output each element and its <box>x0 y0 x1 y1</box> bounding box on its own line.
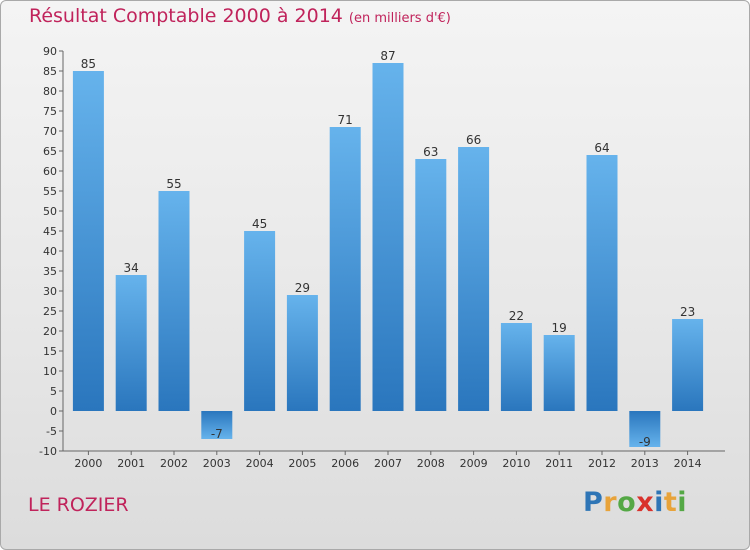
bar-value-label: 34 <box>124 261 139 275</box>
x-tick-label: 2008 <box>417 457 445 470</box>
bar-value-label: 87 <box>380 49 395 63</box>
logo-letter: x <box>636 487 655 518</box>
y-tick-label: 25 <box>43 305 57 318</box>
logo-letter: P <box>583 487 604 518</box>
x-tick-label: 2002 <box>160 457 188 470</box>
y-tick-label: -10 <box>39 445 57 458</box>
x-tick-label: 2010 <box>502 457 530 470</box>
bar-value-label: -9 <box>639 435 651 449</box>
x-tick-label: 2004 <box>246 457 274 470</box>
commune-name: LE ROZIER <box>28 494 129 516</box>
x-tick-label: 2013 <box>631 457 659 470</box>
y-tick-label: 55 <box>43 185 57 198</box>
y-tick-label: 65 <box>43 145 57 158</box>
bar <box>244 231 276 411</box>
y-tick-label: 30 <box>43 285 57 298</box>
y-tick-label: 20 <box>43 325 57 338</box>
logo-letter: r <box>603 487 618 518</box>
x-tick-label: 2009 <box>460 457 488 470</box>
y-tick-label: -5 <box>46 425 57 438</box>
logo-letter: o <box>617 487 637 518</box>
bar <box>329 127 361 411</box>
y-tick-label: 35 <box>43 265 57 278</box>
x-tick-label: 2012 <box>588 457 616 470</box>
y-tick-label: 70 <box>43 125 57 138</box>
bar-value-label: 45 <box>252 217 267 231</box>
y-tick-label: 50 <box>43 205 57 218</box>
logo-letter: t <box>663 487 678 518</box>
bar <box>629 411 661 447</box>
chart-axes: -10 -5 0 5 10 15 20 25 30 35 40 45 50 55 60 65 70 75 80 85 9… <box>39 45 725 470</box>
logo-letter: i <box>654 487 664 518</box>
bar <box>115 275 147 411</box>
y-tick-label: 85 <box>43 65 57 78</box>
bar-value-label: 71 <box>338 113 353 127</box>
y-tick-label: 40 <box>43 245 57 258</box>
y-tick-label: 60 <box>43 165 57 178</box>
bar <box>458 147 490 411</box>
bar-value-label: 19 <box>552 321 567 335</box>
bar <box>72 71 104 411</box>
bar <box>158 191 190 411</box>
bar-value-label: 55 <box>166 177 181 191</box>
y-tick-label: 75 <box>43 105 57 118</box>
x-tick-label: 2005 <box>288 457 316 470</box>
proxiti-logo[interactable]: Proxiti <box>583 487 687 518</box>
x-tick-label: 2014 <box>674 457 702 470</box>
x-tick-label: 2003 <box>203 457 231 470</box>
bar <box>672 319 704 411</box>
chart-bars <box>72 63 704 447</box>
bar-value-label: 23 <box>680 305 695 319</box>
y-tick-label: 10 <box>43 365 57 378</box>
x-tick-label: 2007 <box>374 457 402 470</box>
bar <box>586 155 618 411</box>
y-tick-label: 45 <box>43 225 57 238</box>
x-tick-label: 2000 <box>74 457 102 470</box>
bar <box>201 411 233 439</box>
bar-value-label: 63 <box>423 145 438 159</box>
logo-letter: i <box>677 487 688 518</box>
bar <box>415 159 447 411</box>
bar-value-label: 22 <box>509 309 524 323</box>
x-tick-label: 2006 <box>331 457 359 470</box>
bar <box>372 63 404 411</box>
bar-value-label: 85 <box>81 57 96 71</box>
bar-value-label: 64 <box>594 141 609 155</box>
y-tick-label: 15 <box>43 345 57 358</box>
y-tick-label: 5 <box>50 385 57 398</box>
bar-value-label: -7 <box>211 427 223 441</box>
bar <box>543 335 575 411</box>
chart-subtitle: (en milliers d'€) <box>348 11 451 26</box>
bar <box>286 295 318 411</box>
x-tick-label: 2011 <box>545 457 573 470</box>
chart-value-labels: 85 34 55 -7 45 29 71 87 63 66 22 19 64 -9 23 <box>81 49 695 449</box>
y-tick-label: 80 <box>43 85 57 98</box>
bar-value-label: 66 <box>466 133 481 147</box>
chart-title: Résultat Comptable 2000 à 2014 (en millie… <box>29 5 451 27</box>
y-tick-label: 0 <box>50 405 57 418</box>
title-text: Résultat Comptable 2000 à 2014 <box>29 5 343 27</box>
bar-value-label: 29 <box>295 281 310 295</box>
x-tick-label: 2001 <box>117 457 145 470</box>
y-tick-label: 90 <box>43 45 57 58</box>
bar <box>500 323 532 411</box>
